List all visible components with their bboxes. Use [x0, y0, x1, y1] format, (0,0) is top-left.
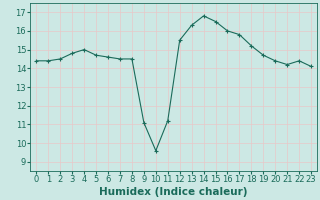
- X-axis label: Humidex (Indice chaleur): Humidex (Indice chaleur): [100, 187, 248, 197]
